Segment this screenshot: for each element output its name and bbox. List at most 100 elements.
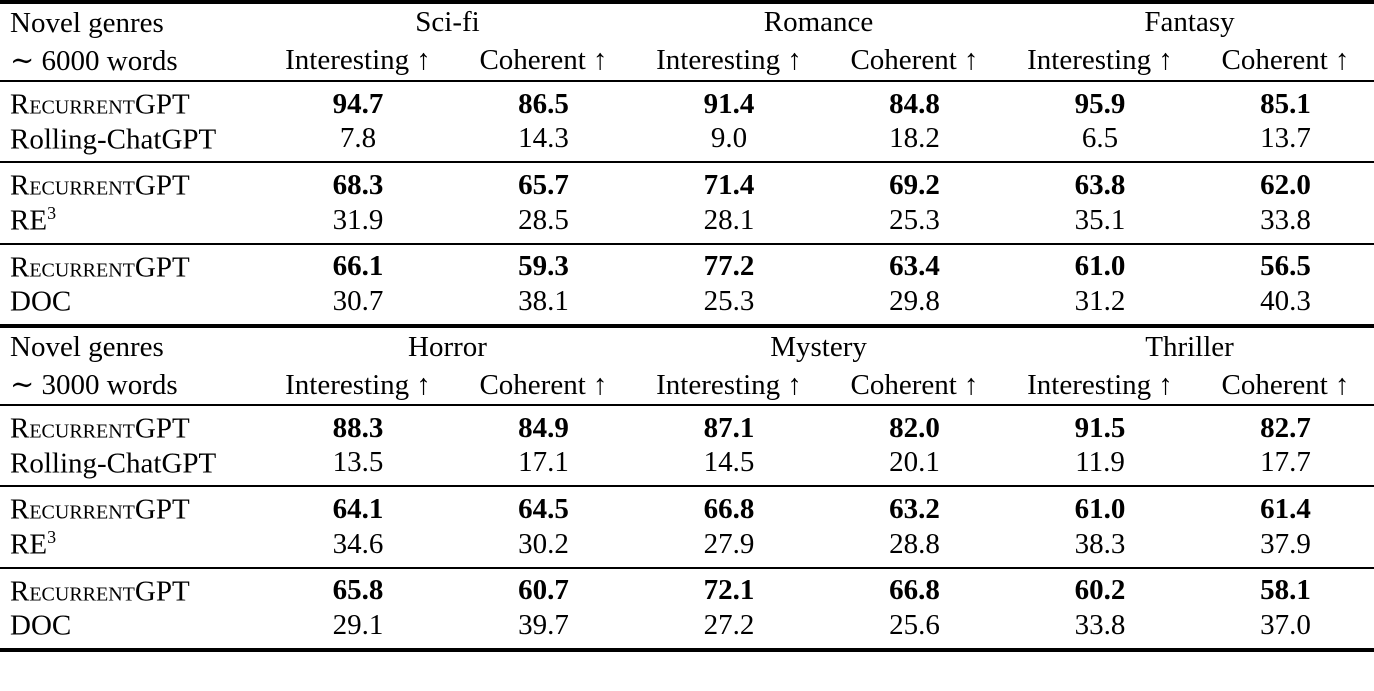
score-cell: 63.8: [1074, 169, 1126, 202]
score-cell: 72.1: [703, 574, 755, 607]
score-cell: 85.1: [1260, 87, 1311, 120]
score-cell: 25.3: [889, 203, 940, 236]
score-cell: 9.0: [710, 122, 748, 155]
score-cell: 63.2: [889, 493, 940, 526]
metric-header: Coherent ↑: [850, 368, 979, 401]
score-cell: 27.9: [703, 527, 755, 560]
comparison-group: RecurrentGPT 66.1 59.3 77.2 63.4 61.0 56…: [0, 243, 1374, 324]
metric-header: Coherent ↑: [850, 44, 979, 77]
score-cell: 56.5: [1260, 250, 1311, 283]
score-cell: 82.7: [1260, 411, 1311, 444]
score-cell: 84.8: [889, 87, 940, 120]
comparison-group: RecurrentGPT 94.7 86.5 91.4 84.8 95.9 85…: [0, 81, 1374, 162]
score-cell: 77.2: [703, 250, 755, 283]
metric-header: Interesting ↑: [1027, 44, 1173, 77]
score-cell: 66.8: [703, 493, 755, 526]
table-row: RecurrentGPT 66.1 59.3 77.2 63.4 61.0 56…: [0, 244, 1374, 285]
model-name: RecurrentGPT: [10, 88, 190, 121]
metric-header: Interesting ↑: [656, 368, 802, 401]
comparison-group: RecurrentGPT 65.8 60.7 72.1 66.8 60.2 58…: [0, 567, 1374, 650]
score-cell: 25.3: [703, 285, 755, 318]
score-cell: 29.1: [332, 609, 384, 642]
score-cell: 38.3: [1074, 527, 1126, 560]
score-cell: 65.7: [518, 169, 569, 202]
model-name: Rolling-ChatGPT: [10, 123, 217, 156]
score-cell: 30.7: [332, 285, 384, 318]
score-cell: 31.2: [1074, 285, 1126, 318]
metric-header: Interesting ↑: [1027, 368, 1173, 401]
score-cell: 61.0: [1074, 493, 1126, 526]
table-row: RecurrentGPT 94.7 86.5 91.4 84.8 95.9 85…: [0, 81, 1374, 122]
table-row: RecurrentGPT 64.1 64.5 66.8 63.2 61.0 61…: [0, 486, 1374, 527]
score-cell: 38.1: [518, 285, 569, 318]
score-cell: 87.1: [703, 411, 755, 444]
stub-line1: Novel genres: [10, 330, 164, 363]
score-cell: 86.5: [518, 87, 569, 120]
score-cell: 6.5: [1081, 122, 1119, 155]
stub-line1: Novel genres: [10, 7, 164, 39]
score-cell: 37.0: [1260, 609, 1311, 642]
model-name: RecurrentGPT: [10, 575, 190, 608]
score-cell: 27.2: [703, 609, 755, 642]
score-cell: 62.0: [1260, 169, 1311, 202]
score-cell: 88.3: [332, 411, 384, 444]
score-cell: 34.6: [332, 527, 384, 560]
metric-header: Coherent ↑: [1221, 368, 1350, 401]
score-cell: 84.9: [518, 411, 569, 444]
score-cell: 66.1: [332, 250, 384, 283]
table-header: Novel genres ∼ 6000 words Sci-fi Romance…: [0, 2, 1374, 81]
metric-header: Coherent ↑: [1221, 44, 1350, 77]
score-cell: 13.7: [1260, 122, 1311, 155]
section-divider-double-rule: [0, 323, 1374, 328]
table-row: RecurrentGPT 88.3 84.9 87.1 82.0 91.5 82…: [0, 405, 1374, 446]
score-cell: 61.4: [1260, 493, 1311, 526]
score-cell: 94.7: [332, 87, 384, 120]
score-cell: 31.9: [332, 203, 384, 236]
score-cell: 25.6: [889, 609, 940, 642]
metric-header: Coherent ↑: [479, 44, 608, 77]
table-row: DOC 29.1 39.7 27.2 25.6 33.8 37.0: [0, 608, 1374, 650]
score-cell: 28.5: [518, 203, 569, 236]
row-group-header: Novel genres ∼ 3000 words: [0, 328, 262, 405]
score-cell: 59.3: [518, 250, 569, 283]
model-name: Rolling-ChatGPT: [10, 447, 217, 480]
score-cell: 39.7: [518, 609, 569, 642]
score-cell: 71.4: [703, 169, 755, 202]
table-row: DOC 30.7 38.1 25.3 29.8 31.2 40.3: [0, 284, 1374, 324]
model-name: RecurrentGPT: [10, 412, 190, 445]
score-cell: 20.1: [889, 446, 940, 479]
score-cell: 69.2: [889, 169, 940, 202]
genre-header-thriller: Thriller: [1145, 330, 1234, 363]
superscript: 3: [47, 526, 57, 547]
table-row: RecurrentGPT 65.8 60.7 72.1 66.8 60.2 58…: [0, 568, 1374, 609]
score-cell: 37.9: [1260, 527, 1311, 560]
score-cell: 28.1: [703, 203, 755, 236]
genre-header-romance: Romance: [763, 6, 874, 39]
superscript: 3: [47, 202, 57, 223]
score-cell: 61.0: [1074, 250, 1126, 283]
table-row: RecurrentGPT 68.3 65.7 71.4 69.2 63.8 62…: [0, 162, 1374, 203]
model-name: RE3: [10, 526, 57, 561]
score-cell: 91.5: [1074, 411, 1126, 444]
comparison-group: RecurrentGPT 68.3 65.7 71.4 69.2 63.8 62…: [0, 162, 1374, 243]
score-cell: 13.5: [332, 446, 384, 479]
metric-header: Coherent ↑: [479, 368, 608, 401]
score-cell: 14.3: [518, 122, 569, 155]
score-cell: 33.8: [1074, 609, 1126, 642]
metric-header: Interesting ↑: [285, 44, 431, 77]
score-cell: 68.3: [332, 169, 384, 202]
evaluation-table-3000-words: Novel genres ∼ 3000 words Horror Mystery…: [0, 328, 1374, 652]
score-cell: 64.1: [332, 493, 384, 526]
model-name: RecurrentGPT: [10, 493, 190, 526]
table-row: RE3 34.6 30.2 27.9 28.8 38.3 37.9: [0, 527, 1374, 568]
table-row: Rolling-ChatGPT 13.5 17.1 14.5 20.1 11.9…: [0, 446, 1374, 487]
score-cell: 91.4: [703, 87, 755, 120]
score-cell: 18.2: [889, 122, 940, 155]
metric-header: Interesting ↑: [656, 44, 802, 77]
genre-header-sci-fi: Sci-fi: [415, 6, 480, 39]
score-cell: 82.0: [889, 411, 940, 444]
score-cell: 7.8: [339, 122, 377, 155]
score-cell: 33.8: [1260, 203, 1311, 236]
model-name: RE3: [10, 202, 57, 237]
table-row: RE3 31.9 28.5 28.1 25.3 35.1 33.8: [0, 203, 1374, 244]
